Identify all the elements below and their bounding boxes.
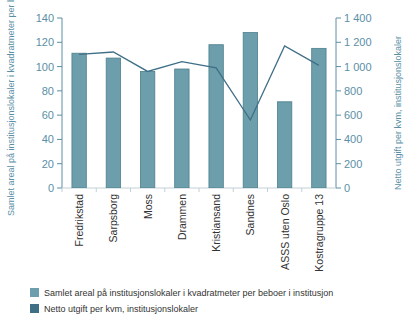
x-tick <box>233 188 234 192</box>
y-tick-label: 100 <box>36 61 54 73</box>
x-tick <box>267 188 268 192</box>
x-tick-label: Sandnes <box>244 194 256 235</box>
bar <box>312 48 326 188</box>
y2-tick <box>336 188 341 189</box>
x-tick-label: Kostragruppe 13 <box>313 194 325 272</box>
y-tick <box>57 115 62 116</box>
bar <box>277 102 291 188</box>
y2-tick-label: 1 000 <box>344 61 372 73</box>
x-tick <box>301 188 302 192</box>
y-tick <box>57 18 62 19</box>
plot-area <box>72 33 326 188</box>
y-tick <box>57 188 62 189</box>
y2-axis-title: Netto utgift per kvm, institusjonslokale… <box>393 36 403 190</box>
x-tick-label: Fredrikstad <box>73 194 85 247</box>
bar <box>175 69 189 188</box>
bar <box>209 45 223 188</box>
y2-axis <box>336 18 337 188</box>
x-tick-label: Sarpsborg <box>107 194 119 243</box>
legend-label: Netto utgift per kvm, institusjonslokale… <box>44 304 198 314</box>
legend-swatch <box>30 288 39 297</box>
x-tick <box>96 188 97 192</box>
y-tick <box>57 139 62 140</box>
bar <box>72 53 86 188</box>
y-tick-label: 60 <box>42 109 54 121</box>
y-tick-label: 0 <box>48 182 54 194</box>
y-tick-label: 20 <box>42 158 54 170</box>
y2-tick <box>336 18 341 19</box>
y-tick-label: 140 <box>36 12 54 24</box>
y-tick-label: 40 <box>42 133 54 145</box>
line <box>79 46 319 120</box>
bar <box>106 58 120 188</box>
x-tick <box>164 188 165 192</box>
chart-svg: 0 20 40 60 80 100 120 140 0 200 400 600 800 1 000 1 20… <box>0 0 410 330</box>
x-tick <box>62 188 63 192</box>
x-tick-label: Kristiansand <box>210 194 222 252</box>
y-axis-title: Samlet areal på institusjonslokaler i kv… <box>6 0 16 216</box>
legend-label: Samlet areal på institusjonslokaler i kv… <box>44 288 333 298</box>
y-axis <box>62 18 63 188</box>
y2-tick-label: 800 <box>344 85 362 97</box>
y-tick <box>57 90 62 91</box>
x-tick-label: Moss <box>142 194 154 219</box>
chart-container: 0 20 40 60 80 100 120 140 0 200 400 600 800 1 000 1 20… <box>0 0 410 330</box>
x-tick <box>199 188 200 192</box>
x-tick <box>130 188 131 192</box>
x-tick-label: ASSS uten Oslo <box>279 194 291 270</box>
y-tick-label: 120 <box>36 36 54 48</box>
y2-tick-label: 400 <box>344 133 362 145</box>
y2-tick-label: 200 <box>344 158 362 170</box>
y2-tick-label: 1 200 <box>344 36 372 48</box>
bar <box>140 71 154 188</box>
y2-tick-label: 1 400 <box>344 12 372 24</box>
y2-tick <box>336 42 341 43</box>
y2-tick <box>336 163 341 164</box>
y2-tick <box>336 90 341 91</box>
y2-tick-label: 0 <box>344 182 350 194</box>
legend-swatch <box>30 304 39 313</box>
y-tick <box>57 66 62 67</box>
y2-tick <box>336 139 341 140</box>
x-tick-label: Drammen <box>176 194 188 240</box>
y2-tick <box>336 115 341 116</box>
y2-tick <box>336 66 341 67</box>
y-tick-label: 80 <box>42 85 54 97</box>
y2-tick-label: 600 <box>344 109 362 121</box>
y-tick <box>57 42 62 43</box>
y-tick <box>57 163 62 164</box>
